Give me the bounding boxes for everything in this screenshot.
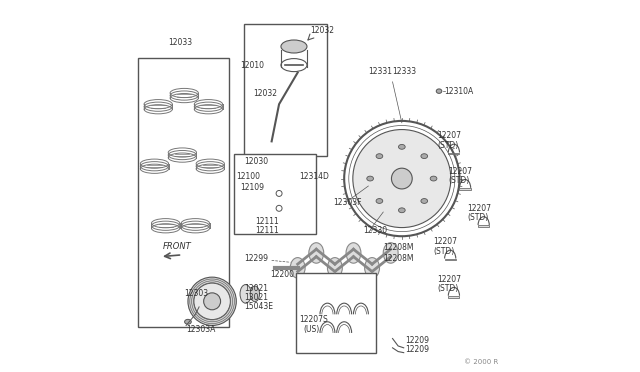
Text: 12109: 12109 [240,183,264,192]
Text: 12033: 12033 [168,38,193,46]
Ellipse shape [383,243,398,263]
Ellipse shape [399,208,405,213]
Ellipse shape [436,89,442,93]
Text: 12207: 12207 [437,275,461,283]
Ellipse shape [346,243,361,263]
Text: 12314D: 12314D [300,172,330,181]
Ellipse shape [240,285,251,303]
Text: (STD): (STD) [437,141,458,150]
Ellipse shape [367,176,374,181]
Text: 12207: 12207 [449,167,472,176]
Ellipse shape [281,40,307,53]
Text: 12032: 12032 [310,26,335,35]
Text: 15043E: 15043E [244,302,273,311]
Circle shape [353,129,451,228]
Ellipse shape [376,154,383,158]
Bar [445,259,456,260]
Text: 12111: 12111 [255,217,278,226]
Text: (STD): (STD) [467,213,488,222]
Circle shape [392,168,412,189]
Text: (US): (US) [303,325,319,334]
FancyBboxPatch shape [138,58,229,327]
Ellipse shape [430,176,437,181]
Text: 12299: 12299 [244,254,268,263]
Circle shape [204,293,221,310]
Text: 12111: 12111 [255,226,278,235]
Ellipse shape [365,257,380,278]
Ellipse shape [421,154,428,158]
Ellipse shape [290,257,305,278]
Ellipse shape [328,257,342,278]
Text: 12209: 12209 [406,336,429,345]
Text: 12303F: 12303F [333,198,362,207]
FancyBboxPatch shape [234,154,316,234]
Ellipse shape [421,199,428,203]
Text: © 2000 R: © 2000 R [464,359,499,365]
Bar [449,296,460,298]
Ellipse shape [250,286,260,302]
Text: (STD): (STD) [437,284,458,293]
Circle shape [194,283,230,320]
Text: 12208M: 12208M [383,254,413,263]
Text: 12330: 12330 [363,226,387,235]
Text: 12303A: 12303A [186,325,216,334]
Text: 12207: 12207 [437,131,461,140]
FancyBboxPatch shape [244,24,328,156]
Text: 12331: 12331 [369,67,392,76]
Text: FRONT: FRONT [163,242,191,251]
Ellipse shape [184,319,191,324]
Ellipse shape [309,243,324,263]
Text: 12209: 12209 [406,345,429,354]
Text: 12207: 12207 [433,237,458,246]
Bar [478,225,489,227]
Text: 13021: 13021 [244,284,268,293]
Bar [460,188,470,190]
Text: (STD): (STD) [433,247,454,256]
Text: 12100: 12100 [236,172,260,181]
Text: 12333: 12333 [392,67,417,76]
Text: 12030: 12030 [244,157,268,166]
Text: 13021: 13021 [244,293,268,302]
Text: 12200: 12200 [270,270,294,279]
Text: 12310A: 12310A [445,87,474,96]
Ellipse shape [399,144,405,149]
Text: 12303: 12303 [184,289,209,298]
Text: (STD): (STD) [449,176,470,185]
Text: 12207: 12207 [467,204,491,213]
Text: 12207S: 12207S [300,315,328,324]
Text: 12032: 12032 [253,89,277,97]
Text: 12010: 12010 [240,61,264,70]
Bar [449,153,460,154]
Circle shape [188,277,236,326]
Ellipse shape [376,199,383,203]
FancyBboxPatch shape [296,273,376,353]
Text: 12208M: 12208M [383,243,413,252]
